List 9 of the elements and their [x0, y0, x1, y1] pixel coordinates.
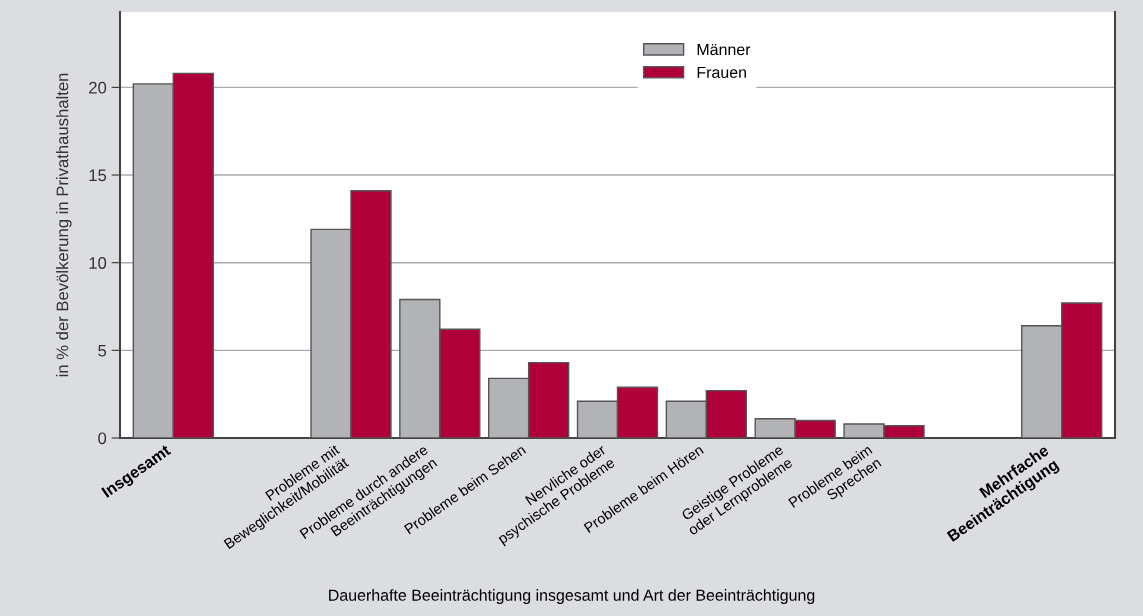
y-tick-label: 10 [89, 257, 107, 269]
y-tick-label: 5 [98, 344, 107, 357]
x-axis-title: Dauerhafte Beeinträchtigung insgesamt und Art der Beeinträchtigung [329, 589, 815, 604]
y-tick-label: 20 [89, 81, 107, 94]
y-axis-title: in % der Bevölkerung in Privathaushalten [56, 73, 72, 377]
legend-label: Frauen [697, 66, 746, 79]
legend-label: Männer [697, 44, 751, 56]
y-tick-label: 0 [98, 432, 107, 445]
y-tick-label: 15 [89, 169, 107, 182]
